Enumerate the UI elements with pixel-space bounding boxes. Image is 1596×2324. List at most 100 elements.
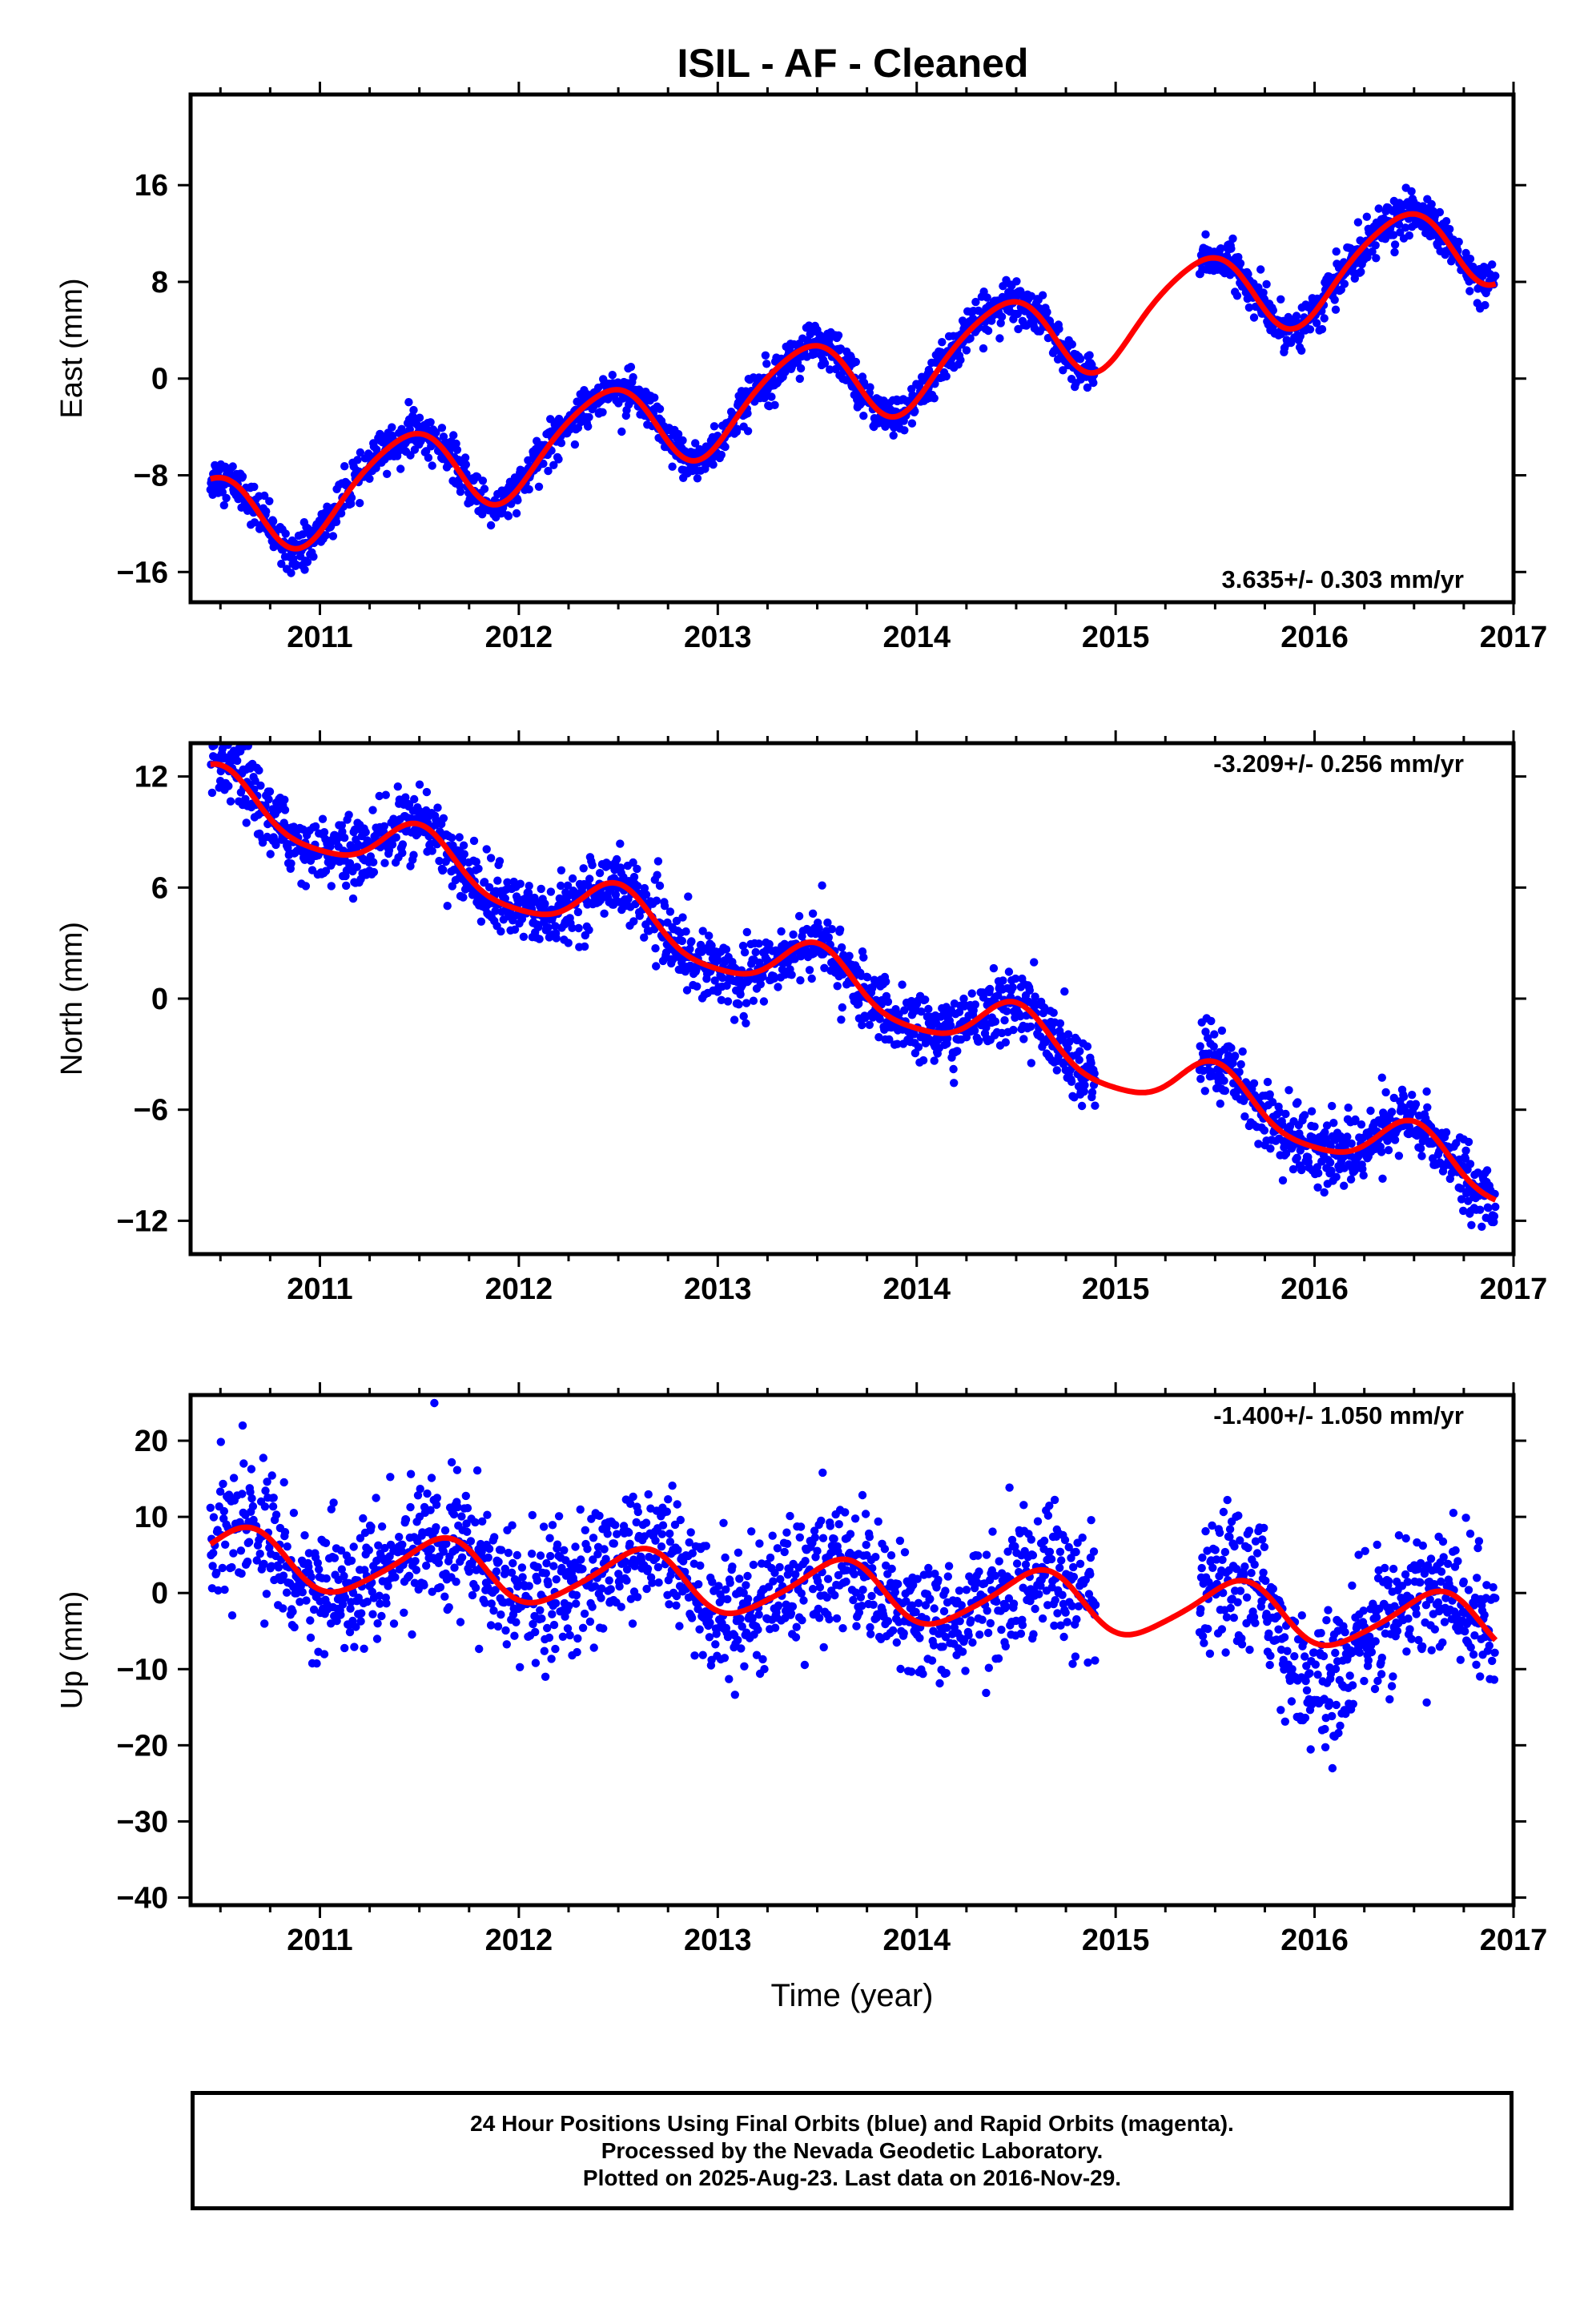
north-data-point	[1310, 1122, 1319, 1132]
up-data-point	[719, 1518, 728, 1528]
east-data-point	[524, 456, 533, 464]
east-data-point	[962, 346, 971, 355]
north-x-tick-label: 2014	[882, 1273, 951, 1306]
east-data-point	[452, 445, 462, 454]
east-data-point	[1465, 287, 1474, 296]
east-data-point	[721, 442, 730, 452]
north-data-point	[989, 963, 999, 973]
north-data-point	[1394, 1152, 1404, 1160]
up-data-point	[486, 1621, 496, 1630]
up-data-point	[749, 1560, 758, 1570]
up-data-point	[504, 1548, 513, 1558]
up-data-point	[722, 1585, 730, 1594]
up-data-point	[788, 1602, 798, 1611]
east-data-point	[396, 464, 405, 473]
east-data-point	[1445, 224, 1454, 234]
east-data-point	[743, 427, 753, 436]
north-data-point	[517, 915, 527, 923]
north-rate-label: -3.209+/- 0.256 mm/yr	[1213, 750, 1464, 778]
north-x-tick-label: 2013	[684, 1273, 752, 1306]
east-data-point	[979, 344, 988, 353]
north-data-point	[1378, 1174, 1387, 1184]
east-data-point	[866, 383, 874, 392]
north-data-point	[265, 787, 275, 796]
north-data-point	[924, 1004, 933, 1014]
up-data-point	[364, 1546, 373, 1554]
east-data-point	[1372, 254, 1381, 263]
north-data-point	[1411, 1100, 1421, 1108]
north-data-point	[472, 858, 480, 866]
up-data-point	[770, 1568, 779, 1578]
north-data-point	[882, 977, 890, 987]
north-data-point	[692, 965, 701, 975]
east-data-point	[1244, 303, 1254, 312]
north-data-point	[1384, 1146, 1393, 1155]
up-data-point	[501, 1564, 509, 1574]
up-data-point	[372, 1494, 380, 1502]
north-data-point	[1326, 1158, 1335, 1167]
up-data-point	[215, 1487, 225, 1496]
north-data-point	[1457, 1184, 1465, 1193]
up-data-point	[617, 1602, 625, 1611]
north-data-point	[476, 917, 486, 927]
up-data-point	[817, 1516, 826, 1526]
north-data-point	[677, 936, 686, 946]
east-data-point	[1396, 228, 1405, 237]
up-data-point	[395, 1533, 404, 1542]
north-data-point	[1200, 1087, 1210, 1096]
east-data-point	[907, 419, 917, 428]
east-data-point	[409, 405, 418, 415]
up-data-point	[236, 1546, 246, 1555]
up-data-point	[427, 1474, 436, 1482]
up-data-point	[427, 1545, 436, 1554]
up-data-point	[463, 1504, 472, 1513]
up-data-point	[494, 1558, 503, 1566]
up-data-point	[603, 1530, 612, 1538]
north-data-point	[541, 899, 549, 908]
north-data-point	[1477, 1222, 1486, 1232]
east-data-point	[693, 474, 702, 483]
up-data-point	[676, 1515, 685, 1525]
up-data-point	[513, 1550, 521, 1560]
up-data-point	[269, 1494, 278, 1502]
north-data-point	[999, 976, 1007, 985]
east-data-point	[512, 509, 521, 518]
north-data-point	[344, 810, 353, 819]
north-data-point	[1001, 1038, 1011, 1047]
east-data-point	[655, 404, 665, 413]
north-data-point	[496, 927, 505, 936]
east-data-point	[911, 407, 919, 416]
east-data-point	[460, 453, 470, 462]
east-data-point	[608, 371, 617, 380]
east-data-point	[428, 461, 436, 470]
north-data-point	[653, 857, 663, 866]
north-data-point	[820, 963, 829, 973]
up-data-point	[206, 1503, 215, 1513]
north-y-tick-label: 0	[151, 983, 168, 1016]
north-data-point	[326, 842, 335, 851]
north-data-point	[893, 1039, 902, 1048]
up-data-point	[349, 1542, 358, 1551]
up-data-point	[672, 1591, 681, 1601]
up-data-point	[577, 1555, 585, 1564]
north-data-point	[345, 858, 355, 868]
up-data-point	[374, 1541, 383, 1550]
up-data-point	[786, 1511, 794, 1521]
up-data-point	[216, 1437, 225, 1446]
up-data-point	[764, 1582, 774, 1591]
north-data-point	[1227, 1043, 1236, 1052]
north-data-point	[563, 881, 573, 891]
up-data-point	[502, 1640, 511, 1649]
north-data-point	[756, 979, 765, 989]
up-data-point	[271, 1510, 281, 1519]
east-data-point	[332, 517, 341, 526]
up-data-point	[576, 1505, 585, 1514]
north-data-point	[1065, 1037, 1074, 1047]
north-data-point	[552, 934, 561, 943]
up-data-point	[702, 1542, 710, 1550]
north-data-point	[1281, 1109, 1290, 1119]
north-data-point	[710, 976, 719, 985]
north-data-point	[546, 887, 556, 896]
up-data-point	[673, 1546, 682, 1554]
east-data-point	[629, 372, 637, 382]
